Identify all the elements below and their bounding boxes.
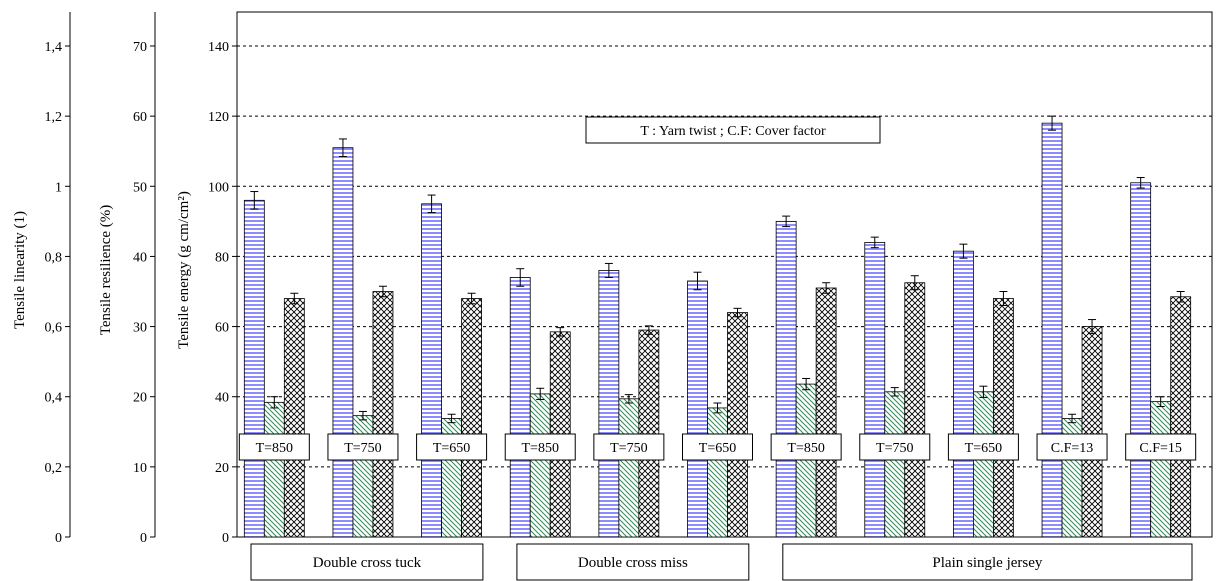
bar-resilience	[529, 393, 551, 538]
category-label-box	[1125, 433, 1197, 461]
energy-tick-label: 140	[208, 40, 229, 55]
bar-linearity	[1170, 296, 1192, 538]
linearity-tick-label: 0,4	[45, 391, 63, 406]
linearity-tick-label: 1,2	[45, 110, 63, 125]
bar-energy	[243, 199, 265, 538]
bar-linearity	[372, 291, 394, 538]
energy-tick-label: 0	[222, 531, 229, 546]
category-label: C.F=13	[1051, 441, 1094, 456]
bar-linearity	[727, 312, 748, 538]
linearity-tick-label: 0,2	[45, 461, 63, 476]
category-label: C.F=15	[1139, 441, 1182, 456]
energy-tick-label: 40	[215, 391, 229, 406]
bar-resilience	[263, 401, 285, 538]
bar-energy	[687, 280, 708, 538]
linearity-tick-label: 1	[55, 180, 62, 195]
energy-axis-label: Tensile energy (g cm/cm²)	[176, 191, 192, 349]
bar-resilience	[618, 398, 640, 538]
bar-linearity	[904, 282, 926, 538]
category-label: T=650	[699, 441, 736, 456]
category-label-box	[327, 433, 399, 461]
group-labels: Double cross tuck Double cross miss Plain …	[250, 543, 1193, 581]
category-label-box	[859, 433, 931, 461]
energy-tick-label: 60	[215, 321, 229, 336]
category-label: T=750	[344, 441, 381, 456]
category-label: T=650	[965, 441, 1002, 456]
category-label-box	[238, 433, 310, 461]
bar-energy	[598, 270, 620, 538]
category-label-box	[682, 433, 753, 461]
category-label: T=850	[522, 441, 559, 456]
energy-tick-label: 100	[208, 180, 229, 195]
group-label-box	[782, 543, 1193, 581]
group-label: Plain single jersey	[932, 555, 1042, 571]
category-label-box	[770, 433, 842, 461]
category-labels: T=850 T=750 T=650 T=850 T=750 T=650 T=850 T=750…	[238, 433, 1197, 461]
group-label: Double cross tuck	[313, 555, 422, 571]
bar-energy	[775, 220, 797, 538]
resilience-tick-label: 40	[133, 250, 147, 265]
resilience-tick-label: 50	[133, 180, 147, 195]
resilience-tick-label: 60	[133, 110, 147, 125]
linearity-tick-label: 1,4	[45, 40, 63, 55]
legend-annotation: T : Yarn twist ; C.F: Cover factor	[585, 116, 881, 144]
bar-energy	[421, 203, 442, 538]
bar-resilience	[973, 391, 994, 538]
linearity-tick-label: 0	[55, 531, 62, 546]
resilience-tick-label: 10	[133, 461, 147, 476]
category-label: T=850	[787, 441, 824, 456]
bar-linearity	[461, 298, 482, 538]
category-label-box	[416, 433, 488, 461]
linearity-tick-label: 0,8	[45, 250, 63, 265]
category-label-box	[947, 433, 1019, 461]
group-label: Double cross miss	[578, 555, 688, 571]
category-label: T=850	[256, 441, 293, 456]
category-label-box	[593, 433, 665, 461]
linearity-tick-label: 0,6	[45, 321, 63, 336]
bar-energy	[1041, 122, 1063, 538]
bar-resilience	[795, 383, 817, 538]
bar-resilience	[884, 391, 906, 538]
bar-energy	[864, 241, 886, 538]
category-label: T=750	[610, 441, 647, 456]
bar-energy	[332, 147, 354, 538]
bar-linearity	[815, 287, 837, 538]
resilience-tick-label: 0	[140, 531, 147, 546]
bar-energy	[1130, 182, 1152, 538]
group-label-box	[516, 543, 750, 581]
bar-linearity	[283, 298, 305, 538]
resilience-tick-label: 30	[133, 321, 147, 336]
category-label: T=650	[433, 441, 470, 456]
category-label-box	[504, 433, 576, 461]
bar-energy	[953, 250, 974, 538]
energy-tick-label: 120	[208, 110, 229, 125]
group-label-box	[250, 543, 484, 581]
resilience-tick-label: 20	[133, 391, 147, 406]
resilience-axis-label: Tensile resilience (%)	[98, 205, 114, 336]
bar-resilience	[1150, 401, 1172, 538]
linearity-axis-label: Tensile linearity (1)	[12, 211, 28, 329]
energy-tick-label: 80	[215, 250, 229, 265]
category-label-box	[1036, 433, 1108, 461]
annotation-text: T : Yarn twist ; C.F: Cover factor	[640, 124, 826, 139]
bar-linearity	[1081, 326, 1103, 538]
resilience-tick-label: 70	[133, 40, 147, 55]
y-axes: 0 0,2 0,4 0,6 0,8 1 1,2 1,4 Tensile linearity (1…	[12, 12, 238, 546]
energy-tick-label: 20	[215, 461, 229, 476]
bar-energy	[509, 277, 531, 538]
bar-linearity	[993, 298, 1014, 538]
bar-resilience	[707, 407, 728, 538]
category-label: T=750	[876, 441, 913, 456]
